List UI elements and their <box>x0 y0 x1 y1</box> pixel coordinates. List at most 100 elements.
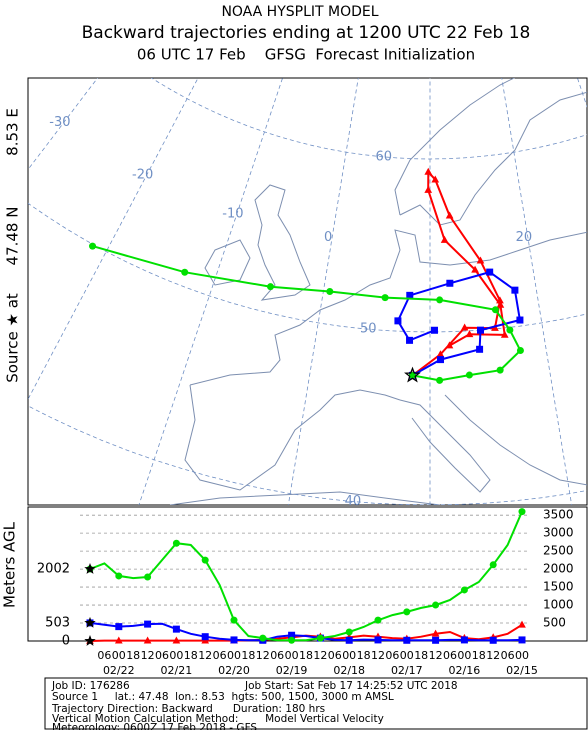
marker <box>432 636 440 644</box>
lon-label: 20 <box>516 230 533 245</box>
lat-label: 60 <box>375 149 392 164</box>
marker <box>465 330 474 338</box>
marker <box>394 317 402 325</box>
marker <box>326 287 334 295</box>
marker <box>230 616 238 624</box>
parallel <box>28 405 587 505</box>
x-tick-label: 12 <box>429 649 443 662</box>
subtitle: 06 UTC 17 Feb GFSG Forecast Initializati… <box>137 46 475 64</box>
trajectory <box>396 271 522 377</box>
start-star <box>84 563 96 574</box>
marker <box>518 636 526 644</box>
lat-label: 50 <box>360 322 377 337</box>
height-frame <box>27 506 588 642</box>
x-tick-label: 00 <box>400 649 414 662</box>
x-tick-label: 00 <box>169 649 183 662</box>
x-tick-label: 06 <box>328 649 342 662</box>
marker <box>477 326 485 334</box>
marker <box>489 636 497 644</box>
info-box <box>44 677 588 730</box>
marker <box>516 316 524 324</box>
x-tick-label: 00 <box>112 649 126 662</box>
source-lon: 8.53 E <box>4 108 22 156</box>
marker <box>500 330 509 338</box>
marker <box>172 625 180 633</box>
info-line: Trajectory Direction: Backward Duration:… <box>51 703 325 715</box>
info-line: Vertical Motion Calculation Method: Mode… <box>52 713 384 725</box>
meridian <box>138 78 283 505</box>
date-label: 02/20 <box>218 664 250 677</box>
y-tick-label: 3000 <box>543 526 574 540</box>
x-tick-label: 18 <box>126 649 140 662</box>
marker <box>143 636 152 644</box>
marker <box>374 616 382 624</box>
marker <box>431 175 440 183</box>
marker <box>403 636 411 644</box>
marker <box>431 629 440 637</box>
marker <box>406 336 414 344</box>
x-tick-label: 06 <box>270 649 284 662</box>
marker <box>201 556 209 564</box>
source-star <box>404 366 421 383</box>
x-tick-label: 06 <box>501 649 515 662</box>
x-tick-label: 12 <box>486 649 500 662</box>
marker <box>446 279 454 287</box>
continent-coast <box>189 229 587 386</box>
x-tick-label: 18 <box>357 649 371 662</box>
x-tick-label: 00 <box>342 649 356 662</box>
x-tick-label: 06 <box>213 649 227 662</box>
marker <box>496 366 504 374</box>
marker <box>172 636 181 644</box>
marker <box>406 291 414 299</box>
marker <box>445 341 454 349</box>
info: Job ID: 176286 Job Start: Sat Feb 17 14:… <box>51 680 458 730</box>
marker <box>424 167 433 175</box>
info-line: Job Start: Sat Feb 17 14:25:52 UTC 2018 <box>244 680 458 692</box>
marker <box>144 620 152 628</box>
marker <box>259 634 267 642</box>
map-frame <box>27 77 588 506</box>
marker <box>230 636 238 644</box>
date-label: 02/16 <box>449 664 481 677</box>
info-line: Meteorology: 0600Z 17 Feb 2018 - GFS <box>52 722 257 730</box>
marker <box>424 185 433 193</box>
marker <box>437 356 445 364</box>
y-tick-label: 1000 <box>543 598 574 612</box>
marker <box>460 586 468 594</box>
marker <box>471 265 479 273</box>
coastlines <box>169 78 587 505</box>
y-tick-label: 3500 <box>543 508 574 522</box>
lon-label: -10 <box>222 206 243 221</box>
adriatic-coast <box>444 394 587 486</box>
start-star <box>84 616 96 628</box>
marker <box>436 376 444 384</box>
x-tick-label: 12 <box>371 649 385 662</box>
date-label: 02/21 <box>161 664 193 677</box>
meridian <box>501 78 573 505</box>
y-tick-label: 2500 <box>543 544 574 558</box>
marker <box>465 371 473 379</box>
x-tick-label: 12 <box>256 649 270 662</box>
marker <box>476 345 484 353</box>
sweden <box>399 91 587 226</box>
date-label: 02/18 <box>333 664 365 677</box>
marker <box>266 283 274 291</box>
marker <box>506 326 514 334</box>
lon-label: -20 <box>132 168 153 183</box>
parallel <box>150 78 587 160</box>
marker <box>288 636 296 644</box>
marker <box>381 294 389 302</box>
lat-label: 40 <box>345 494 362 509</box>
meridian <box>28 78 99 171</box>
marker <box>432 601 440 609</box>
x-tick-label: 00 <box>515 649 529 662</box>
height-line <box>89 511 523 642</box>
x-tick-label: 06 <box>385 649 399 662</box>
marker <box>115 572 123 580</box>
great-britain <box>254 184 311 301</box>
x-tick-label: 18 <box>299 649 313 662</box>
date-label: 02/19 <box>276 664 308 677</box>
marker <box>144 573 152 581</box>
start-height-label: 503 <box>45 615 70 630</box>
